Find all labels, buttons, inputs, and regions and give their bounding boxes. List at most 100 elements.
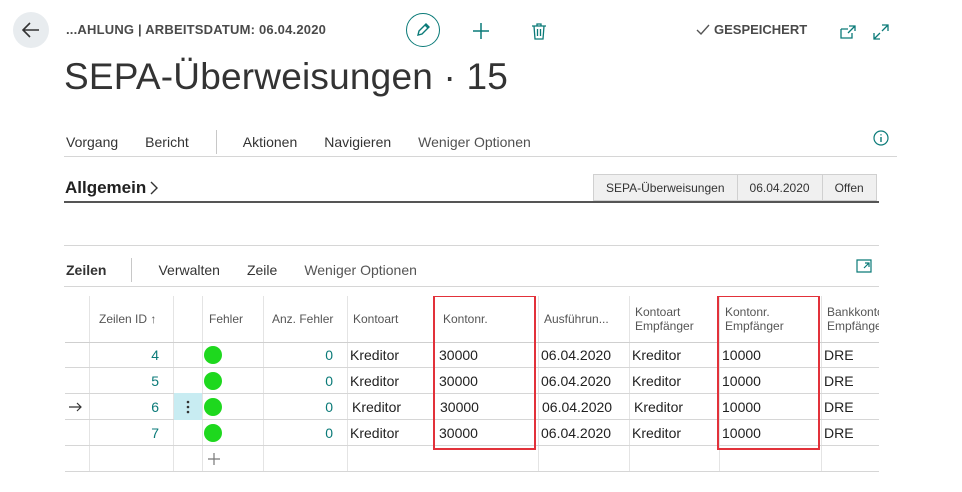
row-error-status [204, 368, 222, 394]
action-vorgang[interactable]: Vorgang [66, 134, 119, 150]
open-new-window-button[interactable] [838, 22, 858, 42]
new-button[interactable] [470, 20, 492, 42]
lines-top-divider [64, 245, 879, 246]
general-summary-chips: SEPA-Überweisungen 06.04.2020 Offen [593, 174, 877, 201]
row-recipient-no[interactable]: 10000 [722, 347, 761, 363]
grid-row-line [65, 419, 879, 420]
row-error-count[interactable]: 0 [325, 373, 333, 389]
row-execution[interactable]: 06.04.2020 [542, 399, 613, 415]
expand-lines-icon [856, 259, 872, 273]
grid-col-line [173, 296, 174, 472]
expand-button[interactable] [871, 22, 891, 42]
row-id[interactable]: 7 [151, 425, 159, 441]
lines-title: Zeilen [66, 262, 107, 278]
row-execution[interactable]: 06.04.2020 [541, 347, 612, 363]
row-error-status [204, 342, 222, 368]
row-execution[interactable]: 06.04.2020 [541, 425, 612, 441]
lines-fewer-options[interactable]: Weniger Optionen [304, 262, 417, 278]
col-header-recipient-type[interactable]: Kontoart Empfänger [635, 296, 715, 342]
delete-button[interactable] [528, 20, 550, 42]
row-account-no[interactable]: 30000 [439, 347, 478, 363]
grid-row-line [65, 367, 879, 368]
col-header-recipient-no[interactable]: Kontonr. Empfänger [725, 296, 815, 342]
row-recipient-no[interactable]: 10000 [722, 425, 761, 441]
col-header-id[interactable]: Zeilen ID ↑ [99, 312, 157, 326]
grid-col-line [89, 296, 90, 472]
row-id[interactable]: 4 [151, 347, 159, 363]
status-ok-icon [204, 398, 222, 416]
row-execution[interactable]: 06.04.2020 [541, 373, 612, 389]
lines-grid: Zeilen ID ↑ Fehler Anz. Fehler Kontoart … [65, 296, 879, 472]
row-account-type[interactable]: Kreditor [350, 373, 400, 389]
row-error-count[interactable]: 0 [325, 399, 333, 415]
status-ok-icon [204, 424, 222, 442]
row-account-no[interactable]: 30000 [439, 373, 478, 389]
row-error-status [204, 420, 222, 446]
chevron-right-icon [150, 181, 159, 195]
row-account-no[interactable]: 30000 [439, 425, 478, 441]
back-button[interactable] [13, 12, 49, 48]
row-account-type[interactable]: Kreditor [352, 399, 402, 415]
breadcrumb: ...AHLUNG | ARBEITSDATUM: 06.04.2020 [66, 22, 327, 37]
row-account-type[interactable]: Kreditor [350, 347, 400, 363]
add-row-button[interactable] [206, 446, 222, 472]
row-recipient-no[interactable]: 10000 [722, 373, 761, 389]
checkmark-icon [696, 24, 710, 35]
row-recipient-type[interactable]: Kreditor [632, 425, 682, 441]
edit-button[interactable] [406, 13, 440, 47]
row-recipient-type[interactable]: Kreditor [634, 399, 684, 415]
action-bericht[interactable]: Bericht [145, 134, 189, 150]
col-header-execution[interactable]: Ausführun... [544, 312, 609, 326]
grid-header-line [65, 342, 879, 343]
action-navigieren[interactable]: Navigieren [324, 134, 392, 150]
grid-row-line [65, 471, 879, 472]
action-bar-divider [64, 156, 897, 157]
trash-icon [532, 23, 546, 40]
col-header-account-type[interactable]: Kontoart [353, 312, 399, 326]
row-arrow-icon [69, 402, 82, 412]
row-account-no[interactable]: 30000 [440, 399, 479, 415]
chip-date: 06.04.2020 [737, 174, 823, 201]
row-id[interactable]: 5 [151, 373, 159, 389]
row-bank[interactable]: DRE [824, 425, 854, 441]
col-header-errors[interactable]: Fehler [209, 312, 244, 326]
row-bank[interactable]: DRE [824, 373, 854, 389]
add-row-icon [208, 453, 220, 465]
row-id[interactable]: 6 [151, 399, 159, 415]
info-button[interactable] [872, 129, 890, 147]
expand-icon [873, 24, 889, 40]
row-error-count[interactable]: 0 [325, 347, 333, 363]
col-header-recipient-type-line2: Empfänger [635, 319, 694, 333]
action-divider [215, 130, 217, 154]
row-recipient-type[interactable]: Kreditor [632, 373, 682, 389]
saved-status: GESPEICHERT [696, 22, 807, 37]
general-section-title: Allgemein [65, 178, 147, 197]
grid-col-line [202, 296, 203, 472]
status-ok-icon [204, 346, 222, 364]
back-arrow-icon [22, 22, 39, 38]
lines-expand-button[interactable] [855, 258, 873, 274]
row-recipient-type[interactable]: Kreditor [632, 347, 682, 363]
row-account-type[interactable]: Kreditor [350, 425, 400, 441]
saved-label: GESPEICHERT [714, 22, 808, 37]
general-section-toggle[interactable]: Allgemein [65, 178, 159, 198]
action-fewer-options[interactable]: Weniger Optionen [418, 134, 531, 150]
lines-manage[interactable]: Verwalten [158, 262, 220, 278]
row-actions-button[interactable] [174, 393, 202, 420]
ellipsis-vertical-icon [186, 400, 190, 413]
col-header-recipient-no-line1: Kontonr. [725, 305, 770, 319]
col-header-account-no[interactable]: Kontonr. [443, 312, 488, 326]
grid-col-line [538, 296, 539, 472]
col-header-bank[interactable]: Bankkonto Empfänger [827, 296, 879, 342]
col-header-error-count[interactable]: Anz. Fehler [272, 312, 334, 326]
grid-col-line [347, 296, 348, 472]
row-error-count[interactable]: 0 [325, 425, 333, 441]
grid-col-line [821, 296, 822, 472]
row-bank[interactable]: DRE [824, 399, 854, 415]
row-bank[interactable]: DRE [824, 347, 854, 363]
action-aktionen[interactable]: Aktionen [242, 134, 298, 150]
col-header-bank-line1: Bankkonto [827, 305, 879, 319]
page-title: SEPA-Überweisungen · 15 [64, 56, 509, 97]
row-recipient-no[interactable]: 10000 [722, 399, 761, 415]
lines-line[interactable]: Zeile [246, 262, 278, 278]
